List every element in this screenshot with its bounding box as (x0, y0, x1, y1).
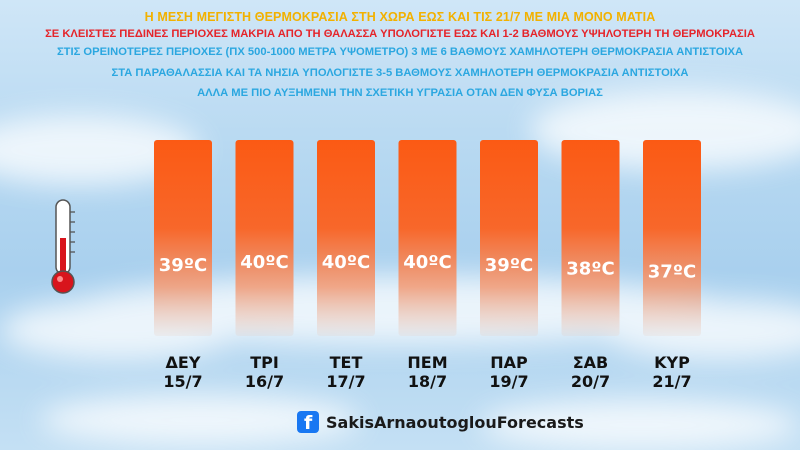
day-label: ΠΑΡ (490, 353, 528, 372)
date-label: 19/7 (489, 372, 528, 391)
temp-value-label: 40ºC (240, 252, 288, 273)
temp-bar-4 (398, 140, 457, 336)
temp-value-label: 38ºC (566, 258, 614, 279)
facebook-page-name: SakisArnaoutoglouForecasts (326, 412, 584, 432)
headline-note-inland: ΣΕ ΚΛΕΙΣΤΕΣ ΠΕΔΙΝΕΣ ΠΕΡΙΟΧΕΣ ΜΑΚΡΙΑ ΑΠΟ … (45, 28, 755, 40)
temp-value-label: 39ºC (159, 255, 207, 276)
temp-value-label: 40ºC (322, 252, 370, 273)
temp-bar-2 (235, 140, 294, 336)
temp-value-label: 37ºC (648, 262, 696, 283)
day-label: ΤΡΙ (250, 353, 279, 372)
headline-note-mountains: ΣΤΙΣ ΟΡΕΙΝΟΤΕΡΕΣ ΠΕΡΙΟΧΕΣ (ΠΧ 500-1000 Μ… (56, 46, 744, 58)
day-label: ΠΕΜ (407, 353, 447, 372)
thermometer-icon (51, 199, 75, 294)
date-label: 18/7 (408, 372, 447, 391)
facebook-icon: f (297, 411, 319, 434)
date-label: 15/7 (163, 372, 202, 391)
temp-bar-6 (561, 140, 620, 336)
headline-title: Η ΜΕΣΗ ΜΕΓΙΣΤΗ ΘΕΡΜΟΚΡΑΣΙΑ ΣΤΗ ΧΩΡΑ ΕΩΣ … (144, 10, 656, 24)
date-label: 16/7 (245, 372, 284, 391)
temp-bar-1 (154, 140, 212, 336)
temp-bar-3 (317, 140, 375, 336)
day-label: ΣΑΒ (573, 353, 609, 372)
temp-bar-7 (643, 140, 701, 336)
headline-note-humidity: ΑΛΛΑ ΜΕ ΠΙΟ ΑΥΞΗΜΕΝΗ ΤΗΝ ΣΧΕΤΙΚΗ ΥΓΡΑΣΙΑ… (197, 87, 603, 99)
day-label: ΚΥΡ (654, 353, 690, 372)
temp-value-label: 40ºC (403, 252, 451, 273)
temp-bar-5 (480, 140, 538, 336)
facebook-page-link[interactable]: f SakisArnaoutoglouForecasts (297, 411, 584, 434)
headline-note-coast: ΣΤΑ ΠΑΡΑΘΑΛΑΣΣΙΑ ΚΑΙ ΤΑ ΝΗΣΙΑ ΥΠΟΛΟΓΙΣΤΕ… (111, 67, 689, 79)
date-label: 21/7 (652, 372, 691, 391)
day-label: ΔΕΥ (166, 353, 201, 372)
date-label: 20/7 (571, 372, 610, 391)
date-label: 17/7 (326, 372, 365, 391)
day-label: ΤΕΤ (330, 353, 363, 372)
temp-value-label: 39ºC (485, 255, 533, 276)
